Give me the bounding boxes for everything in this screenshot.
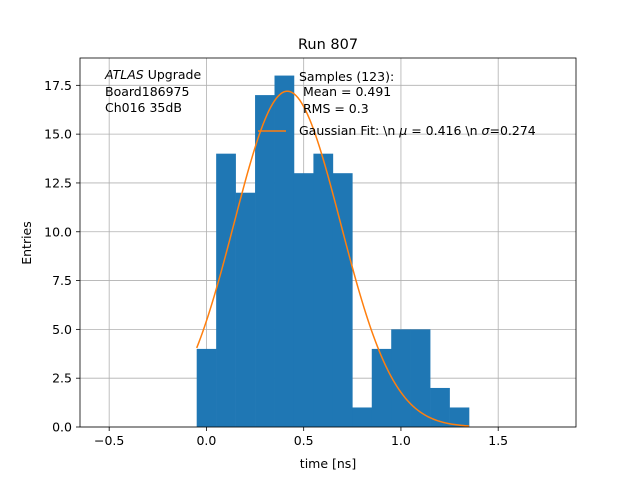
atlas-annotation: ATLAS Upgrade Board186975 Ch016 35dB xyxy=(104,67,201,115)
histogram-bar-5 xyxy=(293,173,314,427)
y-tick-label-3: 7.5 xyxy=(52,273,72,288)
histogram-bar-3 xyxy=(255,95,275,427)
annotation-line-1: Board186975 xyxy=(105,84,189,99)
x-tick-label-3: 1.0 xyxy=(391,433,411,448)
x-tick-label-0: −0.5 xyxy=(94,433,124,448)
y-tick-label-1: 2.5 xyxy=(52,371,72,386)
x-tick-label-4: 1.5 xyxy=(488,433,508,448)
histogram-bar-2 xyxy=(235,192,256,427)
histogram-bar-0 xyxy=(196,348,217,427)
histogram-bar-6 xyxy=(313,153,334,427)
x-axis-ticks: −0.5 0.0 0.5 1.0 1.5 xyxy=(94,427,508,448)
histogram-bar-4 xyxy=(274,75,295,428)
histogram-bar-10 xyxy=(391,329,411,427)
x-axis-label: time [ns] xyxy=(300,456,356,471)
annotation-line-0: ATLAS Upgrade xyxy=(104,67,201,82)
annotation-text-2: Ch016 35dB xyxy=(105,100,182,115)
annotation-italic-0: ATLAS xyxy=(104,67,144,82)
legend: Samples (123): Mean = 0.491 RMS = 0.3 Ga… xyxy=(258,69,536,138)
y-tick-label-2: 5.0 xyxy=(52,322,72,337)
histogram-bar-11 xyxy=(410,329,431,427)
y-axis-ticks: 0.0 2.5 5.0 7.5 10.0 12.5 15.0 17.5 xyxy=(44,78,80,435)
fit-curve-layer xyxy=(196,90,470,427)
y-tick-label-7: 17.5 xyxy=(44,78,72,93)
legend-mu-symbol: μ xyxy=(398,123,407,138)
histogram-bars xyxy=(196,75,470,428)
gaussian-fit-curve xyxy=(196,90,470,427)
axes-frame xyxy=(79,57,577,428)
x-tick-label-2: 0.5 xyxy=(294,433,314,448)
annotation-text-1: Board186975 xyxy=(105,84,189,99)
histogram-bar-7 xyxy=(332,173,353,427)
y-tick-label-4: 10.0 xyxy=(44,224,72,239)
legend-rms-line: RMS = 0.3 xyxy=(299,101,369,116)
y-tick-label-6: 15.0 xyxy=(44,127,72,142)
histogram-bar-8 xyxy=(352,407,373,427)
y-tick-label-5: 12.5 xyxy=(44,175,72,190)
legend-fit-mu-value: = 0.416 \n xyxy=(407,123,481,138)
histogram-bar-9 xyxy=(371,348,392,427)
annotation-line-2: Ch016 35dB xyxy=(105,100,182,115)
legend-fit-prefix: Gaussian Fit: \n xyxy=(299,123,399,138)
legend-mean-line: Mean = 0.491 xyxy=(299,84,391,99)
chart-title: Run 807 xyxy=(298,37,358,53)
histogram-bar-1 xyxy=(216,153,236,427)
x-tick-label-1: 0.0 xyxy=(196,433,216,448)
histogram-bar-12 xyxy=(430,387,450,427)
histogram-bar-13 xyxy=(449,407,470,427)
y-axis-label: Entries xyxy=(19,221,34,265)
legend-sigma-symbol: σ xyxy=(482,123,491,138)
legend-samples-line: Samples (123): xyxy=(299,69,394,84)
y-tick-label-0: 0.0 xyxy=(52,420,72,435)
legend-fit-sigma-value: =0.274 xyxy=(489,123,535,138)
annotation-text-0: Upgrade xyxy=(144,67,202,82)
legend-fit-label: Gaussian Fit: \n μ = 0.416 \n σ=0.274 xyxy=(299,123,536,138)
